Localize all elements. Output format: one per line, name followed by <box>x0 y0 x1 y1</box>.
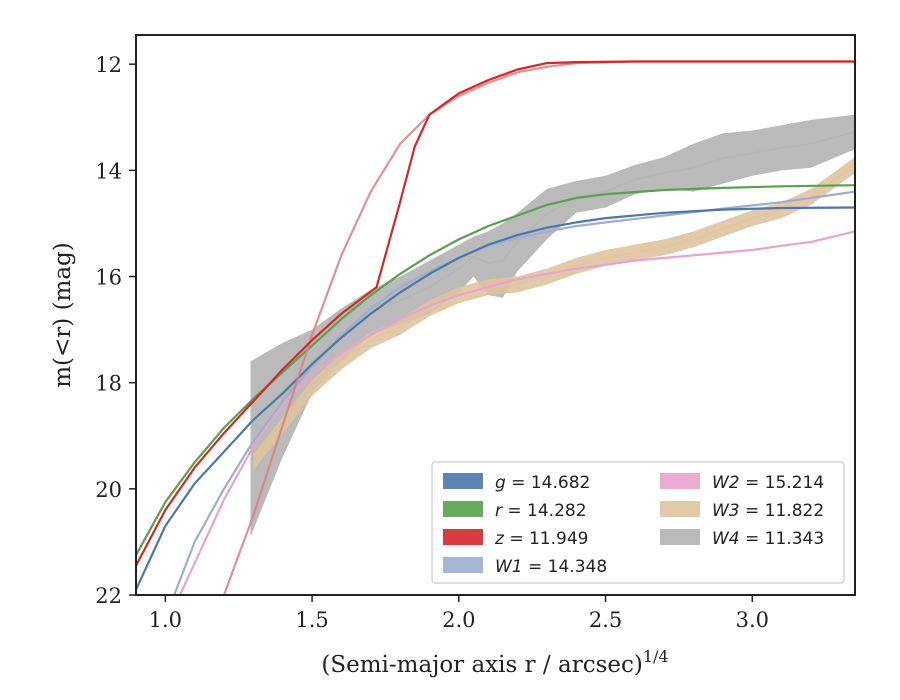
series-z-line <box>136 60 855 567</box>
legend-label-w2: W2 = 15.214 <box>712 473 824 493</box>
y-tick-label: 12 <box>95 53 122 77</box>
x-axis-title: (Semi-major axis r / arcsec)1/4 <box>321 647 668 678</box>
y-tick-label: 20 <box>95 478 122 502</box>
plot-frame <box>135 34 856 596</box>
legend-swatch-z <box>443 529 483 545</box>
legend-swatch-w3 <box>660 501 700 517</box>
x-tick-label: 1.5 <box>295 608 328 632</box>
y-tick-label: 22 <box>95 584 122 608</box>
legend-box <box>431 461 845 584</box>
x-axis-title-main: (Semi-major axis r / arcsec) <box>321 652 642 678</box>
x-tick-label: 1.0 <box>149 608 182 632</box>
series-w4-band <box>250 114 855 537</box>
x-axis-title-exponent: 1/4 <box>643 647 669 666</box>
legend-swatch-w1 <box>443 557 483 573</box>
x-tick-label: 2.5 <box>589 608 622 632</box>
y-tick-label: 18 <box>95 372 122 396</box>
y-axis: 12 14 16 18 20 22 <box>95 53 136 608</box>
series-layer <box>136 60 855 595</box>
x-axis: 1.0 1.5 2.0 2.5 3.0 <box>149 595 769 632</box>
legend: g = 14.682 r = 14.282 z = 11.949 W1 = 14.34… <box>431 461 845 584</box>
series-w4-center-line <box>249 131 855 450</box>
y-axis-title: m(<r) (mag) <box>50 242 76 388</box>
legend-swatch-w4 <box>660 529 700 545</box>
legend-label-w1: W1 = 14.348 <box>495 557 607 577</box>
legend-label-z: z = 11.949 <box>494 529 588 549</box>
x-tick-label: 2.0 <box>442 608 475 632</box>
legend-label-r: r = 14.282 <box>495 501 587 521</box>
series-r-line <box>136 184 855 556</box>
legend-label-w4: W4 = 11.343 <box>712 529 824 549</box>
series-w2-line <box>179 230 855 595</box>
y-tick-label: 14 <box>95 159 122 183</box>
legend-swatch-r <box>443 501 483 517</box>
legend-label-g: g = 14.682 <box>495 473 590 493</box>
legend-swatch-g <box>443 473 483 489</box>
x-tick-label: 3.0 <box>736 608 769 632</box>
series-w3-center-line <box>252 164 855 463</box>
legend-label-w3: W3 = 11.822 <box>712 501 824 521</box>
legend-swatch-w2 <box>660 473 700 489</box>
series-g-line <box>136 206 855 591</box>
y-tick-label: 16 <box>95 266 122 290</box>
series-w1-line <box>173 190 855 595</box>
